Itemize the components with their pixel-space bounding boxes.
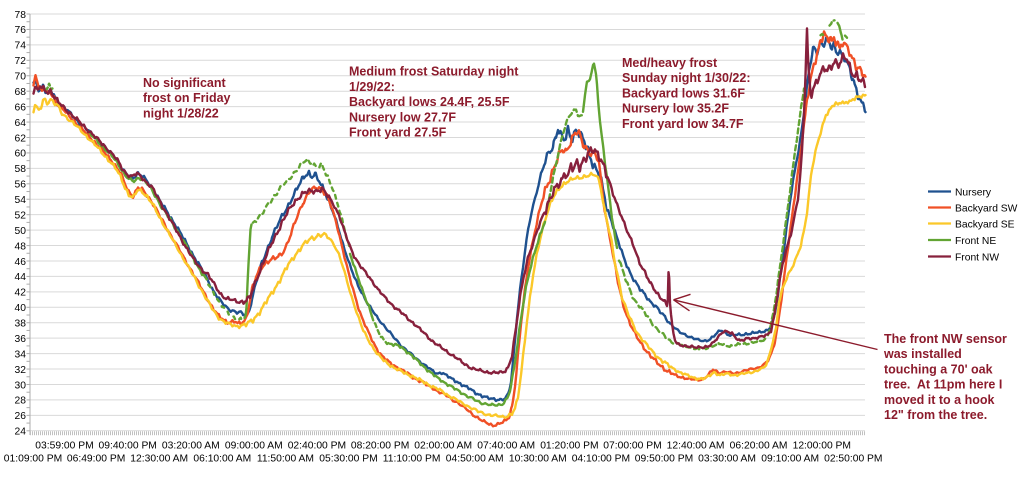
svg-text:46: 46 bbox=[15, 257, 27, 268]
svg-text:touching a 70' oak: touching a 70' oak bbox=[884, 362, 993, 376]
svg-text:tree. At 11pm here I: tree. At 11pm here I bbox=[884, 378, 1002, 392]
svg-text:66: 66 bbox=[15, 102, 27, 113]
svg-text:52: 52 bbox=[15, 210, 27, 221]
svg-text:12:40:00 AM: 12:40:00 AM bbox=[667, 441, 725, 452]
svg-text:Backyard lows 31.6F: Backyard lows 31.6F bbox=[622, 86, 745, 100]
svg-text:60: 60 bbox=[15, 149, 27, 160]
svg-text:The front NW sensor: The front NW sensor bbox=[884, 332, 1007, 346]
svg-text:05:30:00 PM: 05:30:00 PM bbox=[319, 454, 377, 465]
svg-text:04:50:00 AM: 04:50:00 AM bbox=[446, 454, 504, 465]
svg-text:72: 72 bbox=[15, 56, 27, 67]
svg-text:Nursery low 27.7F: Nursery low 27.7F bbox=[349, 110, 456, 124]
svg-text:Front NW: Front NW bbox=[955, 252, 999, 263]
svg-text:40: 40 bbox=[15, 303, 27, 314]
svg-text:64: 64 bbox=[15, 118, 27, 129]
svg-text:28: 28 bbox=[15, 396, 27, 407]
svg-text:68: 68 bbox=[15, 87, 27, 98]
svg-text:11:10:00 PM: 11:10:00 PM bbox=[383, 454, 441, 465]
svg-text:58: 58 bbox=[15, 164, 27, 175]
svg-text:04:10:00 PM: 04:10:00 PM bbox=[572, 454, 630, 465]
svg-text:Medium frost Saturday night: Medium frost Saturday night bbox=[349, 65, 519, 79]
svg-text:09:10:00 AM: 09:10:00 AM bbox=[761, 454, 819, 465]
svg-text:01:09:00 PM: 01:09:00 PM bbox=[4, 454, 62, 465]
svg-text:Med/heavy frost: Med/heavy frost bbox=[622, 56, 718, 70]
svg-text:09:00:00 AM: 09:00:00 AM bbox=[225, 441, 283, 452]
svg-text:12:30:00 AM: 12:30:00 AM bbox=[130, 454, 188, 465]
svg-text:56: 56 bbox=[15, 180, 27, 191]
svg-text:50: 50 bbox=[15, 226, 27, 237]
svg-text:32: 32 bbox=[15, 365, 27, 376]
svg-text:09:40:00 PM: 09:40:00 PM bbox=[99, 441, 157, 452]
svg-text:07:00:00 PM: 07:00:00 PM bbox=[603, 441, 661, 452]
svg-text:03:20:00 AM: 03:20:00 AM bbox=[162, 441, 220, 452]
svg-text:03:59:00 PM: 03:59:00 PM bbox=[35, 441, 93, 452]
svg-text:12" from the tree.: 12" from the tree. bbox=[884, 408, 987, 422]
svg-text:night 1/28/22: night 1/28/22 bbox=[143, 106, 219, 120]
svg-text:44: 44 bbox=[15, 272, 27, 283]
svg-text:03:30:00 AM: 03:30:00 AM bbox=[698, 454, 756, 465]
svg-text:11:50:00 AM: 11:50:00 AM bbox=[257, 454, 314, 465]
svg-text:02:00:00 AM: 02:00:00 AM bbox=[414, 441, 472, 452]
svg-text:06:10:00 AM: 06:10:00 AM bbox=[193, 454, 251, 465]
svg-text:01:20:00 PM: 01:20:00 PM bbox=[540, 441, 598, 452]
svg-text:Backyard SE: Backyard SE bbox=[955, 219, 1015, 230]
svg-text:Front yard low 34.7F: Front yard low 34.7F bbox=[622, 117, 744, 131]
svg-text:Nursery low 35.2F: Nursery low 35.2F bbox=[622, 102, 729, 116]
svg-text:54: 54 bbox=[15, 195, 27, 206]
svg-text:frost on Friday: frost on Friday bbox=[143, 91, 231, 105]
svg-text:10:30:00 AM: 10:30:00 AM bbox=[509, 454, 567, 465]
svg-text:No significant: No significant bbox=[143, 76, 226, 90]
svg-text:36: 36 bbox=[15, 334, 27, 345]
svg-text:06:20:00 AM: 06:20:00 AM bbox=[730, 441, 788, 452]
svg-text:26: 26 bbox=[15, 411, 27, 422]
svg-text:38: 38 bbox=[15, 319, 27, 330]
svg-text:moved it to a hook: moved it to a hook bbox=[884, 393, 994, 407]
svg-text:42: 42 bbox=[15, 288, 27, 299]
svg-text:02:50:00 PM: 02:50:00 PM bbox=[824, 454, 882, 465]
svg-text:78: 78 bbox=[15, 10, 27, 21]
svg-text:1/29/22:: 1/29/22: bbox=[349, 80, 395, 94]
svg-text:Nursery: Nursery bbox=[955, 187, 992, 198]
svg-text:34: 34 bbox=[15, 349, 27, 360]
svg-text:30: 30 bbox=[15, 380, 27, 391]
svg-text:02:40:00 PM: 02:40:00 PM bbox=[288, 441, 346, 452]
svg-text:06:49:00 PM: 06:49:00 PM bbox=[67, 454, 125, 465]
svg-text:Front NE: Front NE bbox=[955, 236, 996, 247]
svg-text:Backyard lows 24.4F, 25.5F: Backyard lows 24.4F, 25.5F bbox=[349, 95, 510, 109]
svg-text:12:00:00 PM: 12:00:00 PM bbox=[793, 441, 851, 452]
svg-text:74: 74 bbox=[15, 41, 27, 52]
svg-text:was installed: was installed bbox=[883, 347, 962, 361]
svg-text:24: 24 bbox=[15, 427, 27, 438]
svg-text:76: 76 bbox=[15, 25, 27, 36]
svg-text:07:40:00 AM: 07:40:00 AM bbox=[477, 441, 535, 452]
svg-text:09:50:00 PM: 09:50:00 PM bbox=[635, 454, 693, 465]
svg-text:70: 70 bbox=[15, 72, 27, 83]
svg-text:48: 48 bbox=[15, 241, 27, 252]
svg-text:Sunday night 1/30/22:: Sunday night 1/30/22: bbox=[622, 71, 751, 85]
svg-text:Front yard 27.5F: Front yard 27.5F bbox=[349, 126, 447, 140]
svg-text:Backyard SW: Backyard SW bbox=[955, 203, 1018, 214]
svg-text:08:20:00 PM: 08:20:00 PM bbox=[351, 441, 409, 452]
svg-text:62: 62 bbox=[15, 133, 27, 144]
